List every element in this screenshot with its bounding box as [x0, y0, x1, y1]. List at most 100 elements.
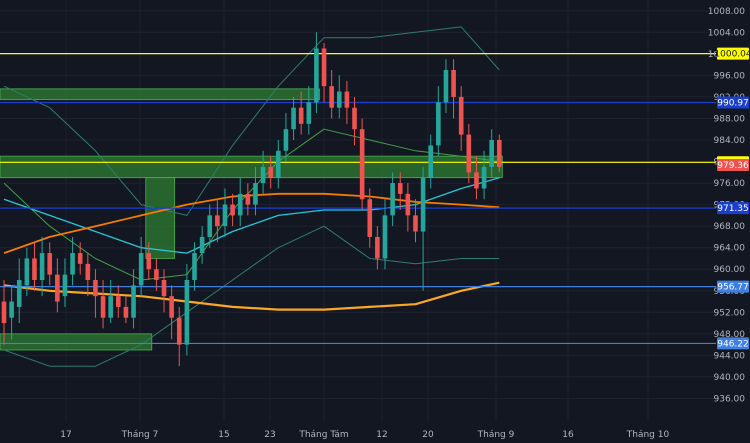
- candle-body: [116, 296, 121, 307]
- candle-body: [306, 102, 312, 124]
- candle-body: [298, 107, 304, 124]
- candle-body: [9, 301, 14, 318]
- zones: [0, 88, 503, 351]
- candle-body: [420, 177, 426, 232]
- candle-body: [100, 296, 106, 318]
- candle-body: [123, 306, 129, 318]
- candle-body: [39, 253, 45, 280]
- candle-body: [276, 150, 281, 178]
- candle-body: [215, 215, 220, 227]
- price-badge: [717, 96, 749, 109]
- candle-body: [314, 48, 319, 103]
- candle-body: [329, 86, 334, 108]
- y-tick-label: 984.00: [714, 136, 746, 146]
- price-badge-label: 956.77: [717, 283, 749, 293]
- y-axis-panel: [716, 0, 750, 443]
- candle-body: [32, 258, 37, 280]
- x-tick-label: Tháng 9: [477, 430, 515, 440]
- y-tick-label: 948.00: [714, 330, 746, 340]
- candle-body: [413, 215, 418, 232]
- y-tick-label: 976.00: [714, 179, 746, 189]
- candle-body: [443, 70, 449, 103]
- candle-body: [161, 280, 167, 297]
- price-badge: [717, 158, 749, 171]
- candle-body: [474, 172, 479, 189]
- candles: [1, 32, 502, 367]
- price-badge-label: 1000.04: [714, 50, 750, 60]
- candle-body: [253, 183, 258, 205]
- zone-box: [145, 177, 176, 259]
- price-badge-label: 971.35: [717, 204, 749, 214]
- candle-body: [375, 236, 380, 259]
- price-badge: [717, 202, 749, 215]
- y-tick-label: 964.00: [714, 244, 746, 254]
- candle-body: [367, 199, 373, 237]
- price-badge-label: 946.22: [717, 339, 749, 349]
- candle-body: [397, 183, 403, 194]
- price-badge-label: 990.97: [717, 98, 749, 108]
- candle-body: [131, 285, 136, 318]
- x-axis: 17 Tháng 7 15 23 Tháng Tám 12 20 Tháng 9 16 Tháng…: [60, 430, 669, 440]
- candle-body: [47, 253, 53, 275]
- candle-body: [382, 215, 388, 259]
- candle-body: [176, 317, 182, 345]
- candle-body: [352, 107, 357, 130]
- candle-body: [93, 280, 98, 297]
- y-tick-label: 960.00: [714, 265, 746, 275]
- candle-body: [237, 193, 243, 216]
- x-tick-label: 23: [264, 430, 275, 440]
- candle-body: [344, 91, 350, 108]
- x-tick-label: 20: [422, 430, 434, 440]
- price-badge: [717, 47, 749, 60]
- candle-body: [24, 258, 30, 286]
- x-tick-label: 12: [376, 430, 387, 440]
- y-tick-label: 968.00: [714, 222, 746, 232]
- horizontal-lines: [0, 53, 716, 345]
- candle-body: [359, 129, 365, 200]
- price-badge: [717, 337, 749, 350]
- candle-body: [458, 96, 464, 135]
- candle-body: [489, 140, 494, 167]
- candle-body: [451, 70, 456, 97]
- candle-body: [260, 166, 266, 184]
- candle-body: [1, 301, 7, 324]
- candle-body: [207, 215, 213, 237]
- candle-body: [199, 236, 205, 254]
- overlay-bb-upper: [3, 26, 500, 216]
- candle-body: [16, 280, 22, 307]
- candle-body: [108, 296, 113, 318]
- candle-body: [230, 204, 235, 216]
- zone-box: [0, 155, 503, 179]
- candle-body: [70, 253, 75, 275]
- candle-body: [55, 274, 60, 302]
- x-tick-label: Tháng 7: [121, 430, 159, 440]
- x-tick-label: 15: [218, 430, 229, 440]
- candle-body: [336, 91, 342, 108]
- candle-body: [291, 107, 296, 130]
- candle-body: [62, 274, 68, 297]
- y-tick-label: 936.00: [714, 394, 746, 404]
- candle-body: [146, 253, 152, 270]
- price-badge-label: 979.36: [717, 161, 749, 171]
- y-tick-label: 996.00: [714, 71, 746, 81]
- y-tick-label: 940.00: [714, 373, 746, 383]
- candle-body: [428, 145, 434, 178]
- x-tick-label: 16: [562, 430, 574, 440]
- y-tick-label: 1008.00: [708, 7, 745, 17]
- candle-body: [245, 193, 251, 205]
- zone-box: [0, 88, 320, 101]
- candle-body: [321, 48, 327, 87]
- candle-body: [138, 253, 144, 286]
- y-tick-label: 1004.00: [708, 28, 745, 38]
- candle-body: [169, 296, 174, 318]
- price-badge: [717, 280, 749, 293]
- y-tick-label: 944.00: [714, 351, 746, 361]
- candle-body: [283, 129, 289, 151]
- candle-body: [77, 253, 83, 264]
- price-badges: 1000.04990.97979.86979.36971.35956.77946…: [714, 47, 750, 350]
- candle-body: [154, 269, 159, 280]
- candle-body: [268, 166, 273, 178]
